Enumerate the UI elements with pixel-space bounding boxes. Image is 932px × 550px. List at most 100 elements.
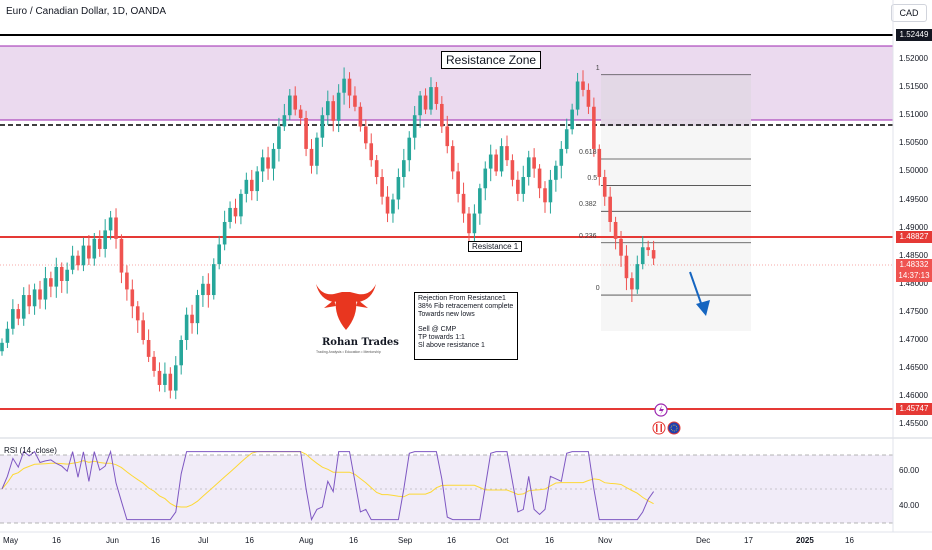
candle-body (483, 168, 488, 189)
down-arrow-icon (689, 271, 710, 316)
candle-body (586, 89, 591, 107)
fib-lines (601, 74, 751, 296)
note-line: Sell @ CMP (418, 326, 457, 334)
price-tag-support: 1.45747 (896, 403, 932, 415)
candle-body (222, 221, 227, 245)
eu-flag-icon[interactable] (667, 421, 681, 435)
candle-body (396, 177, 401, 200)
candle-body (554, 165, 558, 180)
date-tick-label: 16 (151, 536, 160, 545)
candle-body (206, 283, 211, 296)
candle-body (157, 370, 162, 385)
candle-body (287, 95, 292, 116)
currency-selector[interactable]: CAD (891, 4, 927, 22)
lightning-icon[interactable] (654, 403, 668, 417)
candle-body (630, 278, 634, 290)
date-tick-label: Jun (106, 536, 119, 545)
candle-body (244, 179, 249, 194)
candle-body (173, 365, 178, 391)
date-tick-label: 16 (545, 536, 554, 545)
candle-body (537, 168, 542, 189)
note-line (418, 318, 514, 326)
price-tick-label: 1.49500 (899, 194, 928, 204)
countdown-tag: 14:37:13 (896, 270, 932, 282)
candle-body (87, 245, 91, 259)
candle-body (21, 295, 26, 319)
symbol-title: Euro / Canadian Dollar, 1D, OANDA (6, 6, 167, 17)
candle-body (478, 188, 482, 214)
date-tick-label: May (3, 536, 19, 545)
candle-body (217, 244, 221, 265)
candle-body (135, 306, 140, 321)
candles (0, 67, 656, 400)
candle-body (570, 109, 574, 130)
candle-body (380, 177, 384, 197)
candle-body (59, 266, 64, 281)
date-tick-label: 17 (744, 536, 753, 545)
bull-logo-icon (316, 284, 376, 330)
candle-body (38, 289, 42, 300)
candle-body (255, 171, 260, 192)
candle-body (293, 95, 298, 110)
candle-body (624, 255, 629, 279)
candle-body (271, 148, 276, 169)
candle-body (640, 247, 645, 265)
date-tick-label: Dec (696, 536, 711, 545)
candle-body (581, 81, 585, 90)
candle-body (418, 95, 422, 116)
price-tag-resistance: 1.48827 (896, 231, 932, 243)
candle-body (467, 213, 471, 234)
note-line: Rejection From Resistance1 (418, 295, 506, 302)
candle-body (65, 269, 69, 281)
resistance-zone-label: Resistance Zone (441, 51, 542, 69)
candle-body (266, 157, 270, 169)
candle-body (456, 171, 460, 194)
candle-body (320, 115, 325, 138)
candle-body (103, 230, 107, 249)
date-tick-label: 16 (245, 536, 254, 545)
candle-body (429, 87, 433, 110)
candle-body (125, 272, 129, 290)
candle-body (152, 356, 156, 371)
candle-body (450, 146, 455, 172)
rsi-tick: 40.00 (899, 501, 920, 510)
canada-flag-icon[interactable] (652, 421, 666, 435)
candle-body (315, 137, 319, 166)
candle-body (358, 106, 363, 127)
candle-body (146, 340, 151, 357)
price-tick-label: 1.45500 (899, 419, 928, 429)
price-tick-label: 1.47000 (899, 335, 928, 344)
candle-body (92, 238, 97, 259)
candle-body (97, 238, 102, 249)
price-tick-label: 1.50000 (899, 166, 928, 176)
candle-body (461, 193, 466, 214)
candle-body (309, 148, 314, 166)
date-tick-label: 2025 (796, 536, 814, 545)
resistance-1-label: Resistance 1 (468, 241, 523, 252)
candle-body (119, 238, 124, 273)
candle-body (635, 264, 640, 290)
candle-body (190, 314, 194, 324)
candle-body (108, 217, 113, 231)
candle-body (510, 160, 515, 180)
candle-body (548, 179, 553, 203)
price-tick-label: 1.52000 (899, 54, 928, 63)
price-tag-current: 1.48332 (896, 259, 932, 271)
trade-note-box: Rejection From Resistance1 38% Fib retra… (414, 292, 518, 360)
logo-subtitle: Trading Analysis • Education • Mentorshi… (316, 350, 381, 354)
candle-body (32, 289, 37, 307)
candle-body (228, 207, 232, 222)
candle-body (543, 188, 547, 203)
price-tick-label: 1.47500 (899, 306, 928, 316)
candle-body (0, 342, 4, 352)
candle-body (326, 101, 330, 116)
candle-body (233, 207, 238, 217)
candle-body (602, 177, 607, 197)
price-tick-label: 1.50500 (899, 138, 928, 148)
candle-body (592, 106, 596, 149)
candle-body (5, 328, 10, 343)
price-tick-label: 1.46500 (899, 363, 928, 373)
candle-body (184, 314, 189, 340)
candle-body (81, 245, 86, 266)
